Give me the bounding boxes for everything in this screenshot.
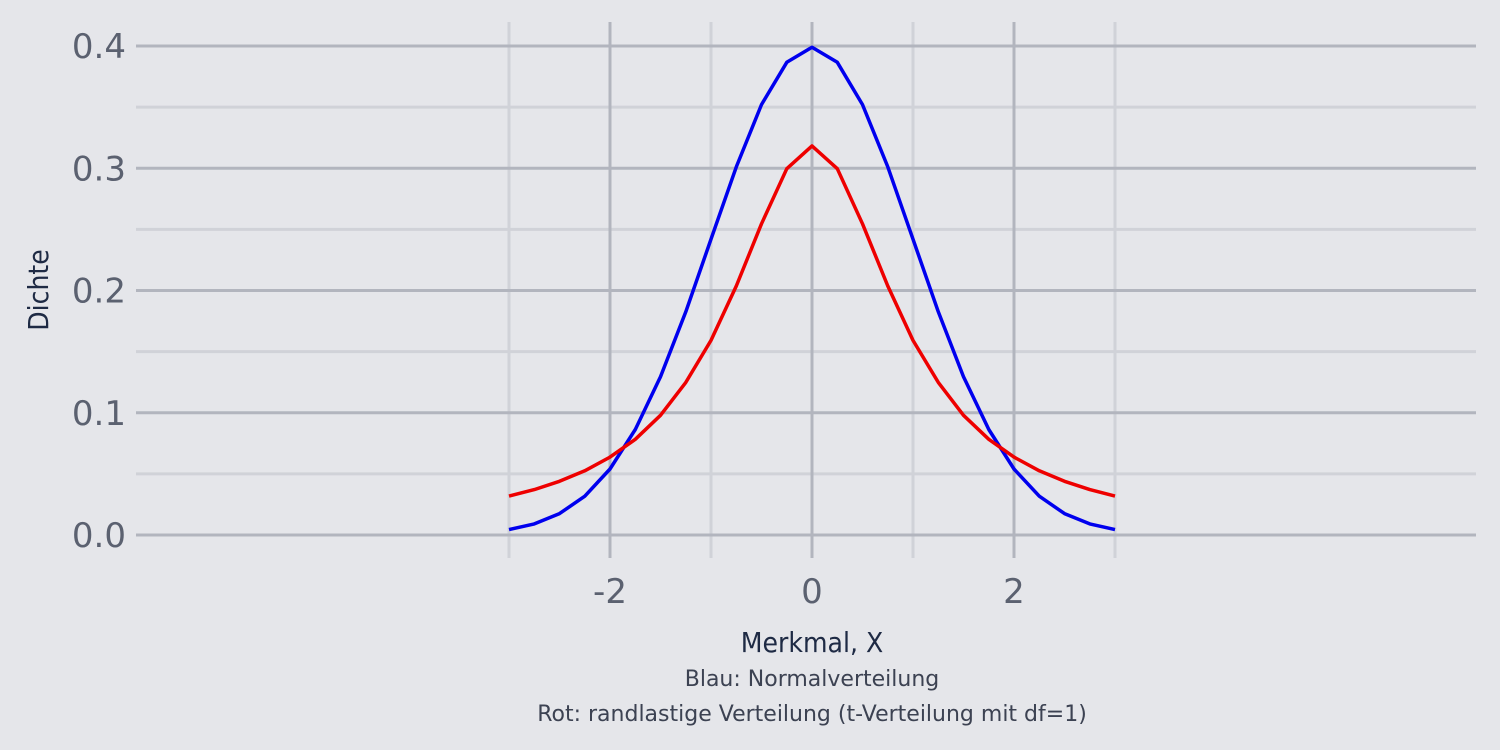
y-tick-label: 0.1 <box>72 394 126 434</box>
x-tick-label: 0 <box>801 572 823 612</box>
caption-line-1: Blau: Normalverteilung <box>685 667 939 692</box>
y-tick-label: 0.4 <box>72 27 126 67</box>
y-tick-label: 0.3 <box>72 149 126 189</box>
y-axis-title: Dichte <box>22 249 55 331</box>
major-grid <box>136 22 1476 558</box>
x-tick-labels: -2 0 2 <box>593 572 1025 612</box>
y-tick-label: 0.0 <box>72 516 126 556</box>
x-tick-label: 2 <box>1003 572 1025 612</box>
y-tick-label: 0.2 <box>72 272 126 312</box>
x-axis-title: Merkmal, X <box>741 626 883 659</box>
x-tick-label: -2 <box>593 572 627 612</box>
series-layer <box>508 45 1116 532</box>
series-line-1 <box>508 45 1116 532</box>
caption-line-2: Rot: randlastige Verteilung (t-Verteilun… <box>537 702 1087 727</box>
minor-grid <box>136 22 1476 558</box>
series-line-2 <box>508 144 1116 498</box>
y-tick-labels: 0.0 0.1 0.2 0.3 0.4 <box>72 27 126 556</box>
